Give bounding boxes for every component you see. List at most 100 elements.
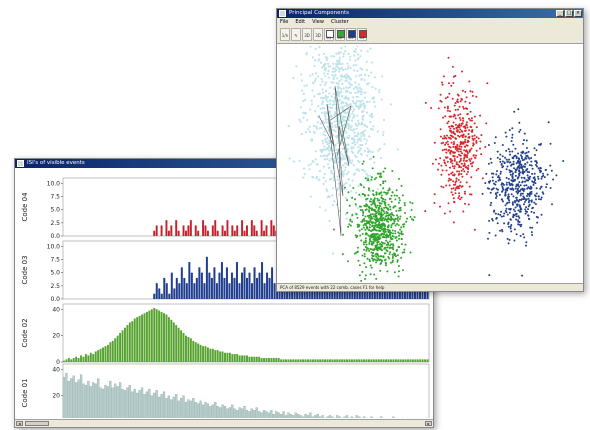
menu-view[interactable]: View — [312, 19, 324, 25]
scatter-point — [555, 174, 558, 177]
scatter-point — [463, 153, 466, 156]
scatter-point — [411, 202, 414, 205]
scatter-point — [523, 201, 526, 203]
scatter-point — [528, 164, 531, 167]
scatter-point — [356, 246, 359, 249]
scatter-point — [504, 191, 507, 194]
scatter-point — [443, 161, 446, 164]
scatter-point — [352, 164, 355, 167]
scatter-point — [477, 137, 480, 140]
scatter-point — [345, 144, 348, 147]
histogram-bar — [353, 359, 356, 362]
histogram-bar — [370, 359, 373, 362]
scatter-point — [315, 125, 318, 128]
arrow-left-icon[interactable]: ◂ — [16, 421, 23, 426]
menu-file[interactable]: File — [280, 19, 289, 25]
scatter-point — [353, 139, 356, 142]
view-3d-icon[interactable]: 3D — [302, 28, 312, 41]
scatter-point — [513, 239, 516, 242]
scatter-point — [508, 158, 511, 161]
cluster-01-button[interactable]: 01 — [324, 28, 334, 41]
scatter-point — [317, 75, 320, 78]
scatter-point — [453, 173, 456, 176]
cluster-03-button[interactable]: 03 — [346, 28, 356, 41]
histogram-bar — [223, 277, 226, 299]
histogram-bar — [197, 343, 200, 362]
scatter-point — [319, 122, 322, 125]
scatter-point — [351, 105, 354, 108]
scatter-point — [360, 139, 363, 142]
scatter-point — [464, 107, 467, 110]
scatter-point — [517, 215, 520, 218]
scatter-point — [480, 153, 483, 156]
scatter-point — [326, 143, 329, 146]
scatter-point — [360, 279, 363, 282]
scatter-point — [304, 112, 308, 115]
scatter-point — [400, 243, 403, 246]
scatter-point — [442, 186, 445, 189]
scatter-point — [379, 269, 382, 272]
scatter-point — [328, 219, 331, 223]
isi-titlebar[interactable]: ISI's of visible events — [15, 159, 433, 168]
scatter-point — [468, 129, 470, 132]
scroll-thumb[interactable] — [25, 421, 49, 426]
pca-titlebar[interactable]: Principal Components _ □ × — [277, 9, 583, 18]
scatter-point — [471, 137, 474, 140]
scatter-point — [398, 177, 400, 180]
scatter-point — [312, 81, 315, 84]
scatter-point — [318, 92, 321, 95]
maximize-icon[interactable]: □ — [565, 10, 573, 17]
scatter-point — [445, 184, 448, 187]
histogram-bar — [326, 359, 329, 362]
pca-scatter-plot[interactable] — [279, 46, 579, 282]
scatter-point — [518, 167, 521, 170]
scatter-point — [389, 219, 392, 222]
minimize-icon[interactable]: _ — [556, 10, 564, 17]
scatter-point — [475, 126, 478, 129]
view-3d-alt-icon[interactable]: 3D — [313, 28, 323, 41]
scatter-point — [515, 233, 518, 236]
arrow-right-icon[interactable]: ▸ — [425, 421, 432, 426]
scatter-point — [392, 232, 394, 235]
scatter-point — [292, 160, 295, 163]
tools-icon[interactable]: ✎ — [291, 28, 301, 41]
scatter-point — [357, 83, 361, 86]
scatter-point — [389, 215, 392, 218]
scatter-point — [334, 143, 337, 146]
scatter-point — [500, 198, 503, 201]
scatter-point — [335, 148, 338, 151]
scatter-point — [348, 204, 351, 207]
scatter-point — [469, 162, 472, 165]
scatter-point — [365, 224, 367, 227]
histogram-bar — [380, 359, 383, 362]
scatter-point — [440, 100, 443, 103]
close-icon[interactable]: × — [574, 10, 582, 17]
scatter-point — [394, 198, 397, 201]
cluster-02-button[interactable]: 02 — [335, 28, 345, 41]
histogram-bar — [168, 293, 171, 299]
scatter-point — [457, 134, 460, 137]
scatter-point — [346, 67, 349, 70]
scatter-point — [379, 255, 382, 258]
cluster-04-button[interactable]: 04 — [357, 28, 367, 41]
scatter-point — [501, 190, 503, 193]
histogram-bar — [311, 416, 314, 418]
scatter-point — [357, 107, 360, 110]
scatter-point — [375, 246, 378, 249]
scatter-point — [531, 167, 534, 170]
histogram-bar — [268, 277, 271, 299]
y-tick-label: 5.0 — [50, 207, 60, 214]
isi-horizontal-scrollbar[interactable]: ◂ ▸ — [15, 419, 433, 427]
scatter-point — [347, 81, 350, 84]
menu-cluster[interactable]: Cluster — [330, 19, 349, 25]
scatter-point — [391, 261, 394, 263]
scatter-point — [351, 220, 353, 223]
scatter-point — [390, 224, 393, 227]
cluster-count-icon[interactable]: 1/n — [280, 28, 290, 41]
scatter-point — [367, 179, 370, 182]
scatter-point — [454, 181, 457, 184]
scatter-point — [320, 77, 323, 80]
menu-edit[interactable]: Edit — [295, 19, 306, 25]
histogram-bar — [195, 277, 198, 299]
scatter-point — [326, 57, 329, 60]
